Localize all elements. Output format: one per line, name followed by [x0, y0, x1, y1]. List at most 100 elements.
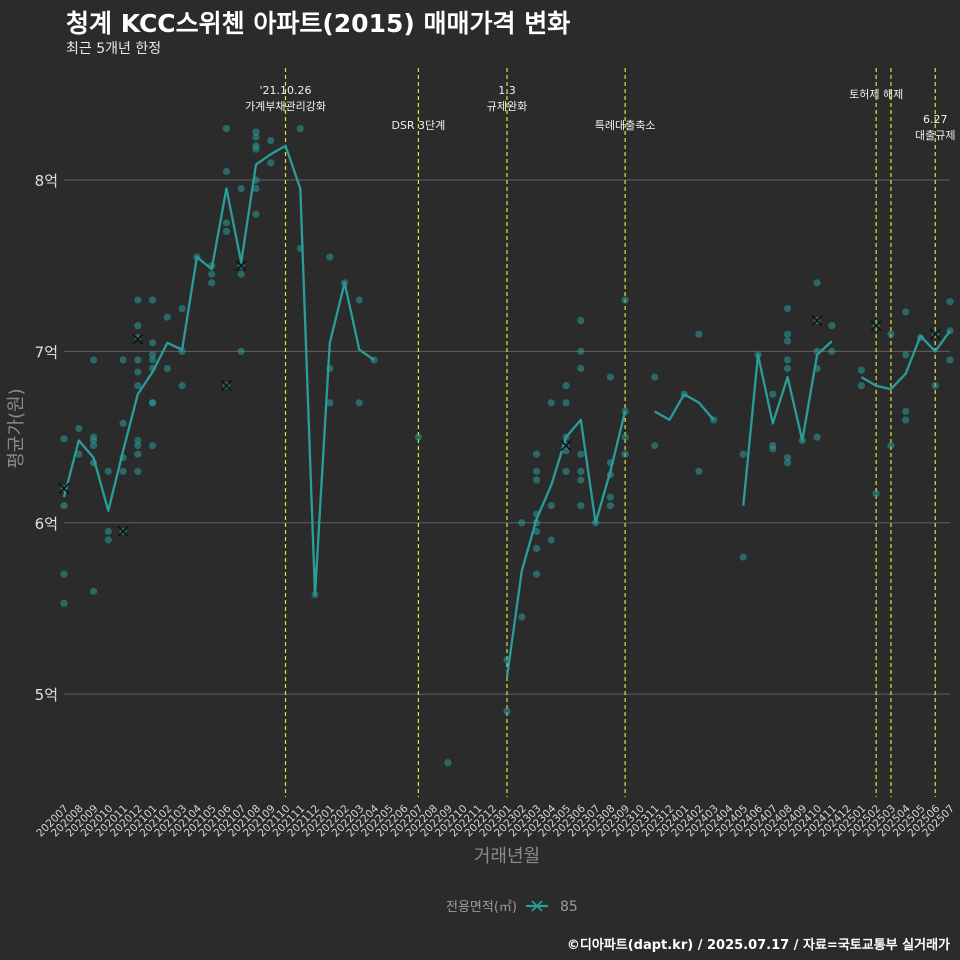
policy-event-label: 규제완화 — [487, 100, 527, 113]
y-tick-label: 7억 — [35, 343, 58, 361]
transaction-point — [577, 476, 585, 484]
transaction-point — [931, 382, 939, 390]
transaction-point — [887, 442, 895, 450]
highlight-marker — [117, 525, 129, 537]
transaction-point — [414, 433, 422, 441]
policy-event-label: 6.27 — [923, 113, 948, 126]
policy-event-label: '21.10.26 — [259, 84, 311, 97]
transaction-point — [60, 570, 68, 578]
transaction-point — [739, 450, 747, 458]
highlight-marker — [560, 440, 572, 452]
legend-marker-swatch — [531, 900, 543, 912]
x-axis-title: 거래년월 — [474, 846, 540, 867]
transaction-point — [518, 613, 526, 621]
transaction-point — [547, 536, 555, 544]
transaction-point — [237, 347, 245, 355]
transaction-point — [134, 334, 142, 342]
transaction-point — [75, 450, 83, 458]
transaction-point — [783, 364, 792, 373]
transaction-point — [783, 356, 792, 364]
transaction-point — [267, 159, 275, 167]
transaction-point — [621, 433, 629, 441]
highlight-marker — [811, 314, 823, 327]
transaction-point — [651, 442, 659, 450]
series-line-85 — [742, 340, 833, 506]
transaction-point — [134, 322, 142, 330]
transaction-point — [547, 399, 555, 407]
transaction-point — [252, 145, 260, 153]
transaction-point — [326, 253, 334, 261]
transaction-point — [119, 356, 127, 364]
transaction-point — [237, 184, 245, 193]
transaction-point — [252, 210, 260, 218]
transaction-point — [89, 587, 98, 595]
transaction-point — [857, 366, 866, 374]
transaction-point — [222, 219, 231, 227]
chart-subtitle: 최근 5개년 한정 — [66, 41, 162, 57]
series-line-85 — [654, 393, 715, 422]
transaction-point — [149, 442, 157, 450]
policy-event-label: 토허제 해제 — [849, 87, 903, 101]
transaction-point — [149, 351, 157, 359]
transaction-point — [222, 167, 231, 176]
transaction-point — [902, 308, 910, 316]
transaction-point — [355, 399, 363, 407]
y-tick-label: 6억 — [35, 515, 58, 533]
transaction-point — [532, 467, 541, 475]
transaction-point — [621, 407, 629, 415]
transaction-point — [134, 296, 142, 304]
transaction-point — [562, 382, 570, 390]
policy-event-label: 대출규제 — [915, 129, 955, 142]
transaction-point — [60, 435, 68, 443]
y-tick-label: 5억 — [35, 686, 58, 704]
transaction-point — [208, 270, 216, 278]
price-chart: 5억 6억 7억 8억 '21.10.26 가계부채관리강화 DSR 3단계 1.3 규제완화특… — [6, 68, 957, 915]
transaction-point — [902, 351, 910, 359]
transaction-point — [134, 442, 142, 450]
transaction-point — [769, 390, 777, 398]
highlight-marker — [220, 380, 232, 392]
transaction-point — [783, 304, 792, 313]
highlight-marker — [929, 328, 941, 340]
highlight-marker — [132, 333, 144, 345]
transaction-point — [163, 364, 171, 373]
transaction-point — [606, 502, 614, 510]
transaction-point — [606, 493, 614, 501]
transaction-point — [532, 476, 541, 484]
transaction-point — [902, 407, 910, 415]
transaction-point — [326, 399, 334, 407]
series-line-85 — [505, 411, 627, 678]
transaction-point — [163, 313, 171, 321]
transaction-point — [532, 450, 541, 458]
transaction-point — [828, 347, 836, 355]
transaction-point — [355, 296, 363, 304]
transaction-point — [503, 707, 511, 715]
transaction-point — [532, 570, 541, 578]
highlight-marker — [235, 260, 247, 272]
transaction-point — [887, 330, 895, 338]
transaction-point — [695, 467, 703, 475]
transaction-point — [149, 399, 157, 407]
transaction-point — [60, 502, 68, 510]
transaction-point — [783, 459, 792, 467]
transaction-point — [296, 124, 304, 133]
transaction-point — [813, 433, 821, 441]
transaction-point — [621, 450, 629, 458]
transaction-point — [783, 330, 792, 338]
transaction-point — [134, 450, 142, 458]
transaction-point — [444, 759, 452, 767]
transaction-point — [857, 382, 866, 390]
transaction-point — [769, 445, 777, 453]
transaction-point — [547, 502, 555, 510]
transaction-point — [621, 296, 629, 304]
transaction-point — [902, 416, 910, 424]
transaction-point — [134, 356, 142, 364]
transaction-point — [267, 136, 275, 145]
transaction-point — [577, 450, 585, 458]
transaction-point — [60, 599, 68, 607]
transaction-point — [532, 544, 541, 553]
transaction-point — [577, 316, 585, 325]
transaction-point — [119, 419, 127, 427]
transaction-point — [252, 128, 260, 136]
transaction-point — [178, 304, 186, 313]
